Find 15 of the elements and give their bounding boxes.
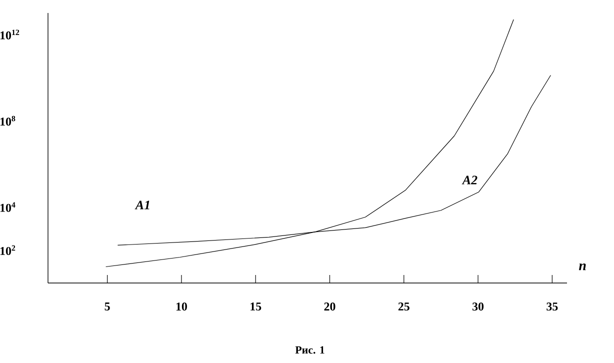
x-axis-title: n	[578, 264, 586, 270]
x-tick-label: 30	[472, 302, 484, 311]
x-tick-label: 15	[250, 302, 262, 311]
annotation: A2	[462, 176, 478, 184]
x-tick-label: 5	[104, 302, 110, 310]
text: Рис. 1	[295, 346, 324, 354]
y-tick-label: 10$^{4}$	[0, 202, 16, 212]
y-tick-label: 10$^{8}$	[0, 116, 16, 126]
x-tick-label: 10	[176, 302, 187, 311]
x-tick-label: 20	[324, 302, 336, 311]
x-tick-label: 25	[398, 302, 410, 311]
annotation: A1	[134, 200, 150, 210]
x-tick-label: 35	[546, 302, 558, 311]
y-tick-label: 10$^{12}$	[0, 30, 20, 40]
y-tick-label: 10$^{2}$	[0, 245, 16, 256]
